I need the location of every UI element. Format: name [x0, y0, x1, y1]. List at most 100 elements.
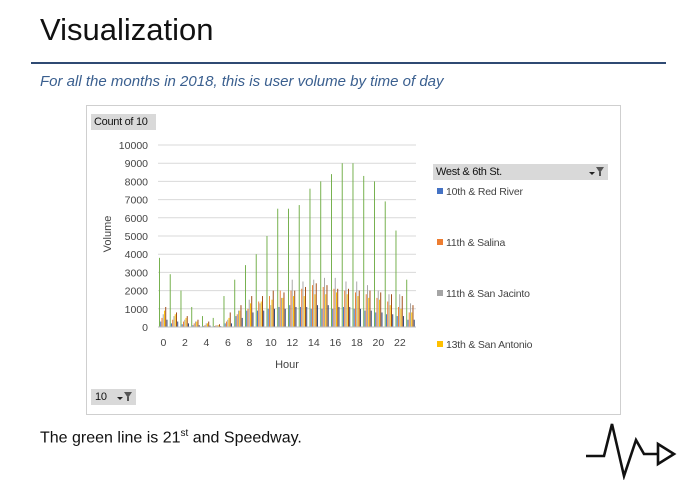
bar	[279, 290, 281, 327]
bar	[295, 306, 297, 327]
bar	[217, 325, 219, 327]
y-tick-label: 4000	[125, 249, 149, 261]
bar	[392, 314, 394, 327]
y-tick-label: 1000	[125, 304, 149, 316]
bar	[250, 303, 251, 327]
report-filter-button[interactable]: 10	[91, 389, 136, 405]
bar	[331, 174, 332, 327]
title-divider	[31, 62, 666, 64]
bar	[241, 317, 243, 327]
bar	[348, 288, 349, 327]
bar	[246, 310, 248, 327]
x-tick-label: 22	[394, 337, 406, 349]
bar	[321, 308, 323, 327]
bar	[177, 321, 179, 327]
bar	[389, 305, 391, 327]
y-axis-title: Volume	[102, 216, 114, 253]
bar	[369, 290, 371, 327]
bar	[224, 323, 226, 327]
footnote-prefix: The green line is 21	[40, 429, 181, 447]
bar	[290, 290, 292, 327]
bar	[282, 297, 284, 327]
bar	[245, 265, 246, 327]
bar	[381, 312, 383, 327]
bar	[317, 305, 318, 327]
value-field-button[interactable]: Count of 10	[91, 114, 156, 130]
bar	[181, 324, 183, 327]
bar	[173, 316, 175, 327]
dropdown-arrow-icon	[589, 172, 595, 175]
legend-label: 10th & Red River	[446, 186, 523, 198]
bar	[255, 254, 257, 327]
bar	[384, 201, 386, 327]
y-tick-label: 5000	[125, 231, 149, 243]
bar	[195, 321, 196, 327]
bar	[313, 279, 315, 327]
legend-item-san-antonio: 13th & San Antonio	[437, 339, 533, 351]
bar	[341, 163, 343, 327]
x-tick-label: 18	[351, 337, 363, 349]
x-axis-title: Hour	[275, 359, 299, 371]
slide-subtitle: For all the months in 2018, this is user…	[40, 73, 444, 90]
bar	[320, 181, 322, 327]
legend-item-red-river: 10th & Red River	[437, 186, 523, 198]
bar	[365, 294, 367, 327]
dropdown-arrow-icon	[117, 397, 123, 400]
bar	[259, 303, 261, 327]
bar	[226, 321, 227, 327]
bar	[165, 306, 167, 327]
bar	[164, 310, 165, 327]
bar	[171, 323, 172, 327]
bar	[336, 292, 337, 327]
bar	[288, 208, 289, 327]
bar	[260, 301, 262, 327]
bar	[326, 285, 328, 327]
bar	[344, 290, 346, 327]
bar	[300, 306, 301, 327]
bar	[197, 319, 199, 327]
slide-title: Visualization	[40, 12, 214, 47]
bar	[252, 312, 254, 327]
bar	[272, 290, 274, 327]
y-tick-label: 7000	[125, 195, 149, 207]
bar	[368, 297, 370, 327]
bar	[227, 319, 229, 327]
bar	[306, 306, 308, 327]
legend-field-button[interactable]: West & 6th St.	[433, 164, 608, 180]
bar	[411, 312, 413, 327]
bar	[174, 314, 176, 327]
bar	[410, 303, 411, 327]
bar	[277, 208, 279, 327]
bar	[196, 321, 198, 327]
x-tick-label: 8	[246, 337, 252, 349]
bar	[327, 305, 329, 327]
bar	[186, 316, 188, 327]
bar	[294, 290, 296, 327]
bar	[278, 306, 280, 327]
bar	[332, 308, 334, 327]
bar	[386, 314, 387, 327]
bar	[349, 306, 351, 327]
y-tick-label: 0	[142, 322, 148, 334]
bar	[166, 319, 168, 327]
bar	[238, 310, 239, 327]
bar	[184, 319, 186, 327]
x-tick-label: 10	[265, 337, 277, 349]
bar	[374, 181, 375, 327]
y-tick-label: 10000	[119, 140, 148, 152]
bar	[208, 321, 210, 327]
legend-swatch	[437, 290, 443, 296]
bar	[325, 294, 327, 327]
bar	[338, 306, 340, 327]
bar	[266, 236, 268, 327]
legend-swatch	[437, 239, 443, 245]
bar	[310, 308, 312, 327]
bar	[215, 325, 217, 327]
bar	[219, 324, 220, 327]
bar	[360, 308, 361, 327]
bar	[379, 299, 380, 327]
bar	[207, 323, 208, 327]
bar	[315, 283, 317, 327]
bar	[267, 308, 269, 327]
